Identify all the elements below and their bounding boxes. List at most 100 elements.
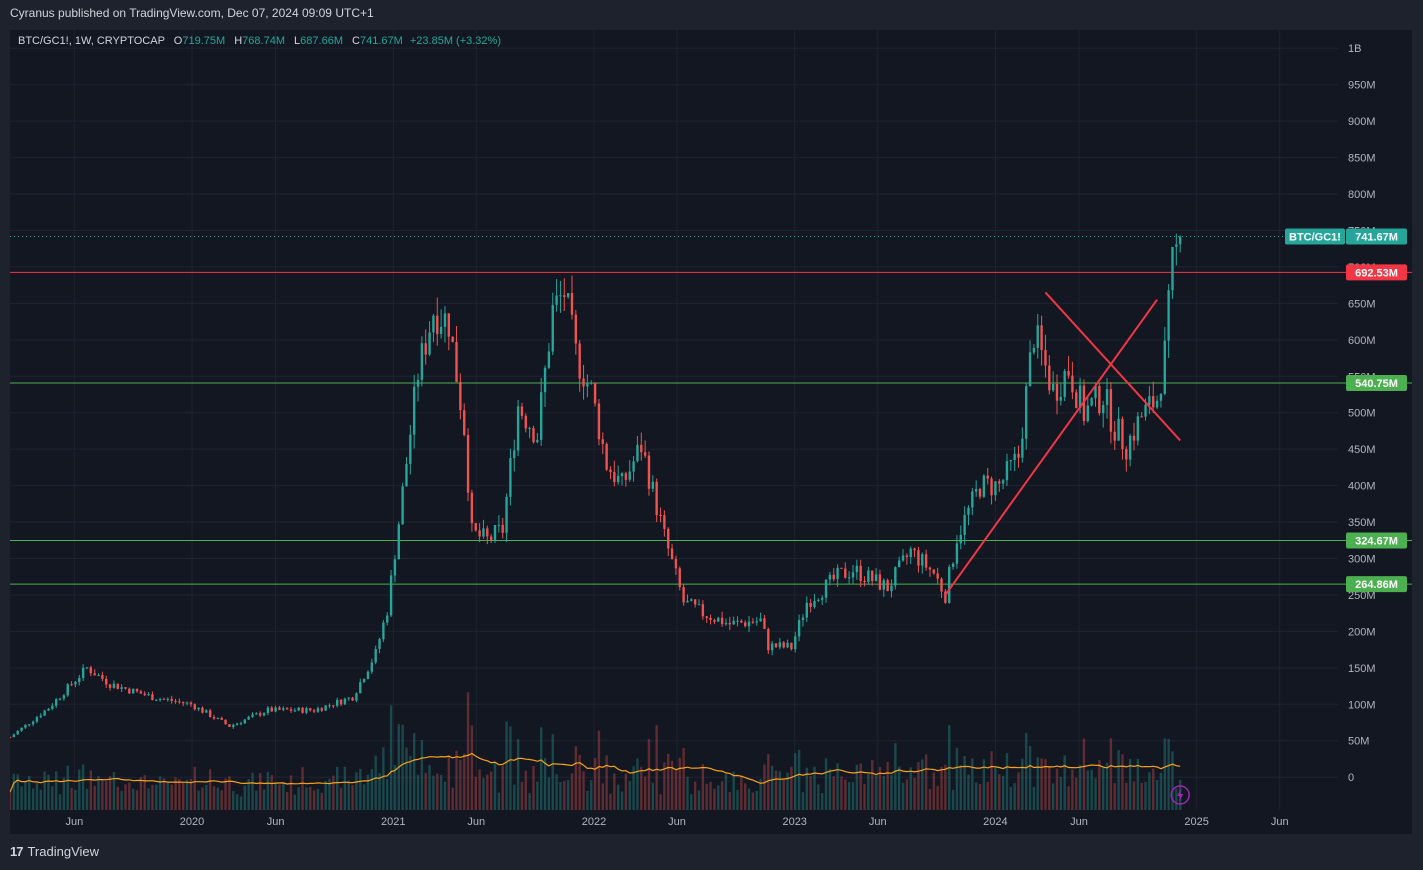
volume-bar [197,790,200,810]
candle-body [243,719,246,724]
volume-bar [436,773,439,810]
candle-body [978,489,982,497]
volume-bar [774,770,778,810]
x-tick-label: 2022 [582,816,606,828]
volume-bar [674,770,678,810]
volume-bar [851,782,855,810]
candle-body [632,461,635,472]
candle-body [489,536,493,540]
volume-bar [324,780,327,810]
volume-bar [178,779,181,810]
volume-bar [105,781,108,810]
volume-bar [1040,758,1043,810]
volume-bar [516,739,520,810]
y-tick-label: 450M [1348,444,1376,456]
candle-body [532,428,535,443]
candle-body [297,707,300,711]
candle-body [713,620,716,622]
level-tag-label: 692.53M [1355,267,1398,279]
candle-body [932,569,936,574]
volume-bar [867,773,870,810]
price-chart[interactable]: 0 50M 100M 150M 200M 250M 300M 350M 400M 450M 500M… [10,30,1412,834]
volume-bar [767,754,770,810]
candle-body [566,293,570,297]
candle-body [574,314,578,344]
volume-bar [590,780,593,810]
volume-bar [239,796,243,810]
candle-body [882,580,885,590]
candle-body [70,684,73,686]
candle-body [1105,389,1109,406]
volume-bar [266,772,270,810]
volume-bar [828,768,832,810]
brand-footer[interactable]: 17 TradingView [10,844,99,859]
volume-bar [312,790,316,810]
volume-bar [713,788,716,810]
volume-bar [667,753,670,810]
candle-body [540,392,543,440]
volume-bar [1159,772,1163,810]
candle-body [320,708,323,711]
volume-bar [1055,768,1059,810]
x-tick-label: Jun [267,816,285,828]
candle-body [905,555,909,558]
candle-body [1075,392,1078,408]
volume-bar [740,775,743,810]
y-tick-label: 950M [1348,80,1376,92]
volume-bar [339,787,343,810]
candle-body [339,699,343,705]
candle-body [212,716,216,719]
volume-bar [1025,732,1028,810]
volume-bar [790,766,793,810]
volume-bar [432,775,435,810]
candle-body [78,677,81,682]
level-tag [1346,264,1407,281]
candle-body [1040,325,1043,351]
candle-body [597,403,601,440]
candle-body [686,600,689,603]
volume-bar [1152,768,1155,810]
volume-bar [1048,766,1051,810]
candle-body [366,671,370,679]
candle-body [720,617,724,625]
candle-body [655,481,658,516]
candle-body [1086,405,1089,422]
volume-bar [705,783,708,810]
candle-body [967,507,970,515]
symbol-legend: BTC/GC1!, 1W, CRYPTOCAP O719.75M H768.74… [18,35,501,47]
candle-body [674,558,678,569]
candle-body [551,304,554,352]
tradingview-logo-icon: 17 [10,844,24,859]
y-tick-label: 650M [1348,298,1376,310]
candle-body [1113,431,1116,441]
volume-bar [659,794,662,810]
volume-bar [447,755,451,810]
volume-bar [93,785,96,810]
volume-bar [786,772,789,810]
candle-body [51,705,54,709]
candle-body [717,617,720,622]
volume-bar [455,750,458,810]
candle-body [763,618,766,629]
candle-body [1140,416,1143,418]
volume-bar [809,776,812,810]
candle-body [1144,404,1147,417]
volume-bar [540,727,543,810]
candle-body [282,708,285,710]
volume-bar [474,776,477,810]
candle-body [285,708,289,710]
candle-body [616,475,620,483]
volume-bar [489,771,493,810]
volume-bar [971,758,974,810]
volume-bar [147,788,150,810]
candle-body [174,700,177,702]
candle-body [89,667,93,674]
candle-body [416,379,420,387]
chart-area[interactable]: 0 50M 100M 150M 200M 250M 300M 350M 400M 450M 500M… [10,30,1412,834]
volume-bar [886,761,889,810]
candle-body [324,705,327,711]
volume-bar [593,758,597,810]
volume-bar [555,774,558,810]
x-tick-label: Jun [668,816,686,828]
candle-body [505,496,508,533]
